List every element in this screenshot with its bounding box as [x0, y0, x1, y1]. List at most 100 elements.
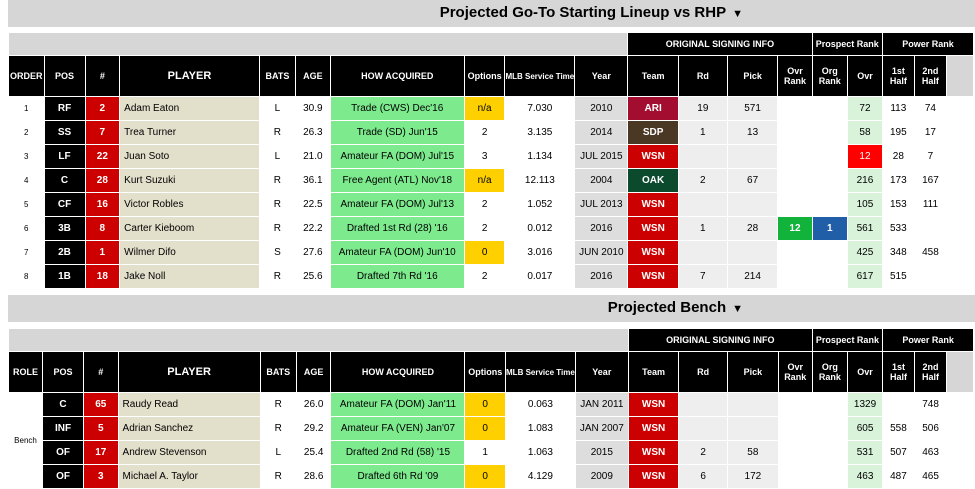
how-acquired-cell: Amateur FA (DOM) Jun'10: [330, 241, 464, 264]
options-cell: n/a: [464, 169, 505, 192]
order-cell: 6: [9, 217, 44, 240]
power-rank-second-half-cell: 465: [922, 471, 939, 482]
year-header: Year: [575, 352, 628, 392]
player-name-link[interactable]: Adrian Sanchez: [118, 417, 260, 440]
player-name-link[interactable]: Andrew Stevenson: [118, 441, 260, 464]
signing-team-cell: WSN: [628, 441, 679, 464]
table-row: 1 RF 2 Adam Eaton L 30.9 Trade (CWS) Dec'16 n/a…: [9, 97, 974, 120]
signing-round-cell: 2: [679, 441, 728, 464]
prospect-org-rank-cell: [813, 121, 847, 144]
starting-lineup-header[interactable]: Projected Go-To Starting Lineup vs RHP ▼: [8, 0, 975, 27]
signing-team-cell: WSN: [628, 265, 678, 288]
power-rank-ovr-cell: 216: [847, 169, 882, 192]
ovr-rank-header: Ovr Rank: [778, 352, 812, 392]
org-rank-header: Org Rank: [812, 56, 847, 96]
power-rank-first-half-cell: 348: [889, 247, 907, 258]
jersey-number-cell: 65: [83, 393, 118, 416]
table-row: 5 CF 16 Victor Robles R 22.5 Amateur FA (DOM) …: [9, 193, 974, 216]
service-time-cell: 3.016: [527, 247, 553, 258]
prospect-ovr-rank-cell: [778, 193, 811, 216]
how-acquired-cell: Amateur FA (DOM) Jan'11: [331, 393, 465, 416]
pos-cell: LF: [44, 145, 85, 168]
service-time-cell: 7.030: [527, 103, 553, 114]
service-time-cell: 0.017: [527, 271, 553, 282]
row-overflow-cell: [947, 145, 973, 168]
dropdown-arrow-icon[interactable]: ▼: [732, 303, 743, 315]
dropdown-arrow-icon[interactable]: ▼: [732, 8, 743, 20]
original-signing-info-header: ORIGINAL SIGNING INFO: [628, 33, 812, 55]
pos-cell: SS: [44, 121, 85, 144]
org-rank-header: Org Rank: [812, 352, 847, 392]
prospect-rank-header: Prospect Rank: [812, 329, 883, 351]
options-cell: 2: [481, 199, 488, 210]
role-header: ROLE: [9, 352, 43, 392]
prospect-ovr-rank-cell: [778, 265, 811, 288]
jersey-number-cell: 1: [85, 241, 120, 264]
how-acquired-header: HOW ACQUIRED: [330, 56, 464, 96]
service-time-cell: 1.083: [527, 423, 553, 434]
signing-round-cell: [678, 241, 727, 264]
age-cell: 25.6: [303, 271, 323, 282]
row-overflow-cell: [947, 241, 973, 264]
pick-header: Pick: [728, 352, 778, 392]
player-name-link[interactable]: Victor Robles: [120, 193, 259, 216]
prospect-org-rank-cell: [813, 265, 847, 288]
player-name-link[interactable]: Carter Kieboom: [120, 217, 259, 240]
table-row: 6 3B 8 Carter Kieboom R 22.2 Drafted 1st Rd (2…: [9, 217, 974, 240]
player-name-link[interactable]: Juan Soto: [120, 145, 259, 168]
player-name-link[interactable]: Trea Turner: [120, 121, 259, 144]
power-rank-first-half-cell: 28: [892, 151, 904, 162]
service-time-cell: 4.129: [527, 471, 553, 482]
signing-year-cell: 2016: [575, 265, 628, 288]
how-acquired-cell: Amateur FA (VEN) Jan'07: [331, 417, 465, 440]
team-header: Team: [628, 56, 678, 96]
jersey-number-cell: 5: [83, 417, 118, 440]
first-half-header: 1st Half: [883, 352, 914, 392]
signing-round-cell: 6: [679, 465, 728, 488]
power-rank-ovr-cell: 531: [847, 441, 883, 464]
rd-header: Rd: [679, 352, 728, 392]
player-name-link[interactable]: Raudy Read: [118, 393, 260, 416]
age-header: AGE: [296, 352, 331, 392]
player-name-link[interactable]: Jake Noll: [120, 265, 259, 288]
jersey-number-cell: 7: [85, 121, 120, 144]
rd-header: Rd: [678, 56, 727, 96]
signing-team-cell: WSN: [628, 145, 678, 168]
prospect-ovr-rank-cell: [779, 417, 812, 440]
age-cell: 21.0: [303, 151, 323, 162]
prospect-ovr-rank-cell: [778, 241, 811, 264]
pos-cell: 3B: [44, 217, 85, 240]
ovr-rank-header: Ovr Rank: [778, 56, 812, 96]
bats-cell: R: [273, 199, 282, 210]
signing-year-cell: JUL 2015: [575, 145, 628, 168]
jersey-number-cell: 2: [85, 97, 120, 120]
signing-team-cell: WSN: [628, 193, 678, 216]
player-name-link[interactable]: Michael A. Taylor: [118, 465, 260, 488]
prospect-ovr-rank-cell: [779, 393, 812, 416]
bench-header[interactable]: Projected Bench ▼: [8, 295, 975, 322]
num-header: #: [83, 352, 118, 392]
order-cell: 3: [9, 145, 44, 168]
signing-year-cell: JAN 2011: [575, 393, 628, 416]
signing-pick-cell: 571: [727, 97, 778, 120]
first-half-header: 1st Half: [883, 56, 914, 96]
player-name-link[interactable]: Kurt Suzuki: [120, 169, 259, 192]
prospect-org-rank-cell: [813, 393, 847, 416]
bats-cell: R: [273, 271, 282, 282]
player-name-link[interactable]: Adam Eaton: [120, 97, 259, 120]
signing-team-cell: OAK: [628, 169, 678, 192]
prospect-org-rank-cell: [813, 417, 847, 440]
power-rank-second-half-cell: 458: [922, 247, 939, 258]
power-rank-first-half-cell: 558: [890, 423, 907, 434]
signing-year-cell: 2004: [575, 169, 628, 192]
prospect-org-rank-cell: [813, 193, 847, 216]
power-rank-ovr-cell: 463: [847, 465, 883, 488]
signing-year-cell: JAN 2007: [575, 417, 628, 440]
age-cell: 22.2: [303, 223, 323, 234]
power-rank-second-half-cell: 111: [922, 199, 939, 210]
signing-team-cell: WSN: [628, 465, 679, 488]
power-rank-second-half-cell: [915, 265, 947, 288]
player-name-link[interactable]: Wilmer Difo: [120, 241, 259, 264]
prospect-rank-header: Prospect Rank: [812, 33, 882, 55]
signing-round-cell: [678, 193, 727, 216]
